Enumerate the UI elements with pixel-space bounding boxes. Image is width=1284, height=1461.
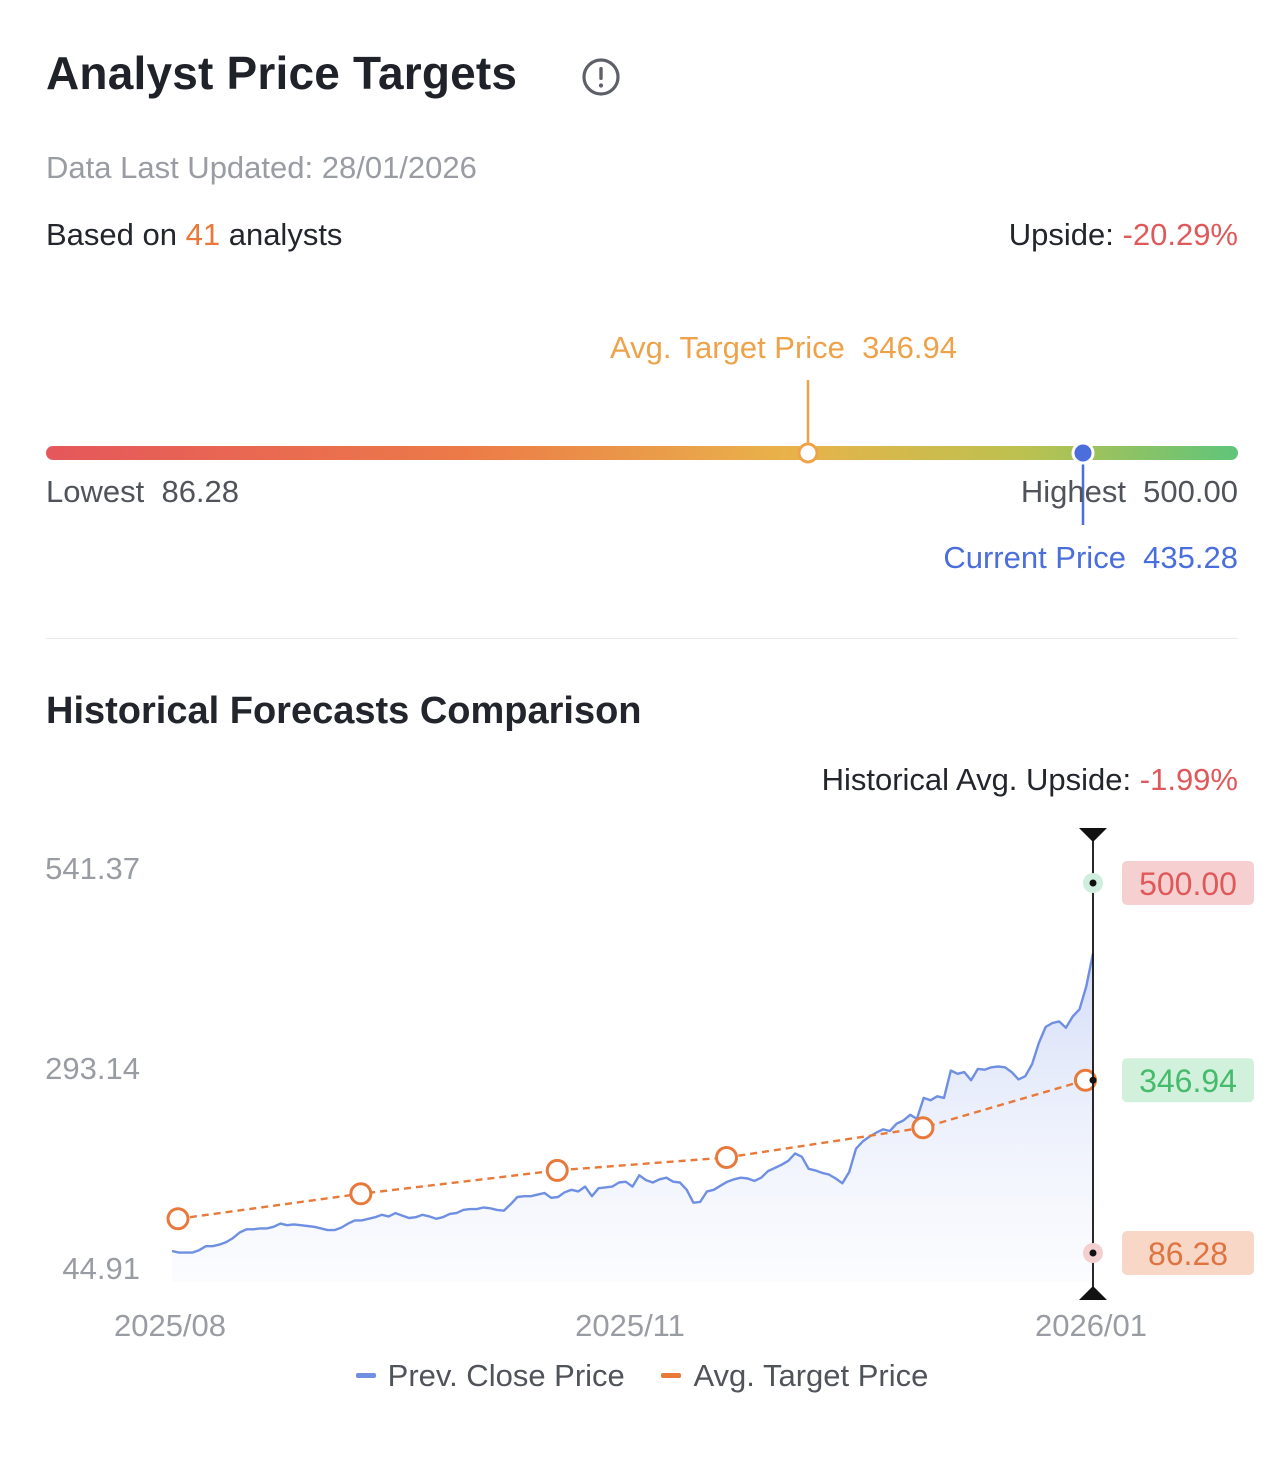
- upside-label: Upside:: [1008, 217, 1123, 252]
- based-on-prefix: Based on: [46, 217, 186, 252]
- legend-prev-close[interactable]: Prev. Close Price: [355, 1357, 625, 1394]
- avg-target-value: 346.94: [862, 330, 957, 365]
- end-marker-dot: [1089, 879, 1097, 887]
- end-value-label: 346.94: [1139, 1063, 1237, 1099]
- lowest-target: Lowest 86.28: [46, 474, 239, 510]
- end-value-badge: [1122, 861, 1254, 905]
- avg-target-marker: [797, 442, 819, 464]
- avg-target-point[interactable]: [911, 1116, 935, 1140]
- legend-prev-close-swatch: [355, 1373, 376, 1378]
- current-price-marker: [1071, 441, 1095, 465]
- avg-target-point[interactable]: [166, 1207, 190, 1231]
- based-on-suffix: analysts: [220, 217, 343, 252]
- avg-target-label: Avg. Target Price: [610, 330, 863, 365]
- range-gradient-track: [46, 446, 1238, 460]
- end-marker-dot: [1089, 1249, 1097, 1257]
- end-value-badge: [1122, 1231, 1254, 1275]
- end-value-label: 86.28: [1148, 1236, 1228, 1272]
- x-tick-label: 2025/11: [575, 1308, 685, 1343]
- crosshair-bottom-handle[interactable]: [1079, 1286, 1107, 1300]
- highest-label: Highest: [1020, 474, 1144, 509]
- avg-target-point[interactable]: [545, 1158, 569, 1182]
- end-value-badge: [1122, 1058, 1254, 1103]
- lowest-label: Lowest: [46, 474, 162, 509]
- info-icon[interactable]: [581, 57, 621, 97]
- avg-target-point[interactable]: [715, 1146, 739, 1170]
- upside-text: Upside: -20.29%: [1009, 217, 1238, 253]
- end-value-label: 500.00: [1139, 866, 1237, 902]
- current-price: Current Price 435.28: [943, 540, 1238, 576]
- page-title: Analyst Price Targets: [46, 47, 518, 99]
- historical-avg-upside-label: Historical Avg. Upside:: [821, 762, 1140, 797]
- prev-close-line: [171, 953, 1095, 1254]
- lowest-value: 86.28: [161, 474, 240, 509]
- x-tick-label: 2025/08: [114, 1308, 226, 1343]
- price-range-bar: [46, 380, 1238, 525]
- x-tick-label: 2026/01: [1035, 1308, 1147, 1343]
- legend-prev-close-label: Prev. Close Price: [387, 1357, 625, 1393]
- legend-avg-target-label: Avg. Target Price: [693, 1357, 929, 1393]
- analyst-count: 41: [185, 217, 221, 252]
- historical-avg-upside: Historical Avg. Upside: -1.99%: [822, 762, 1238, 798]
- y-tick-label: 541.37: [45, 851, 140, 886]
- section-divider: [46, 638, 1238, 639]
- historical-avg-upside-value: -1.99%: [1139, 762, 1238, 797]
- avg-target-callout: Avg. Target Price 346.94: [610, 330, 957, 366]
- legend-avg-target[interactable]: Avg. Target Price: [661, 1358, 928, 1394]
- historical-forecasts-chart[interactable]: 541.37 293.14 44.91 500.00 346.94 86.28 2025/0…: [0, 810, 1284, 1350]
- last-updated-text: Data Last Updated: 28/01/2026: [46, 150, 477, 185]
- current-price-label: Current Price: [943, 540, 1144, 575]
- prev-close-area: [172, 953, 1093, 1282]
- legend-avg-target-swatch: [661, 1373, 682, 1378]
- highest-value: 500.00: [1143, 474, 1238, 509]
- avg-target-end-dot: [1089, 1076, 1097, 1084]
- chart-legend: Prev. Close Price Avg. Target Price: [0, 1350, 1284, 1394]
- current-price-value: 435.28: [1143, 540, 1238, 575]
- avg-target-point[interactable]: [349, 1182, 373, 1206]
- highest-target: Highest 500.00: [1021, 474, 1238, 510]
- crosshair-top-handle[interactable]: [1079, 828, 1107, 842]
- y-tick-label: 44.91: [62, 1251, 140, 1286]
- upside-value: -20.29%: [1122, 217, 1238, 252]
- historical-section-title: Historical Forecasts Comparison: [46, 690, 642, 732]
- y-tick-label: 293.14: [45, 1051, 140, 1086]
- analyst-count-text: Based on 41 analysts: [46, 217, 342, 253]
